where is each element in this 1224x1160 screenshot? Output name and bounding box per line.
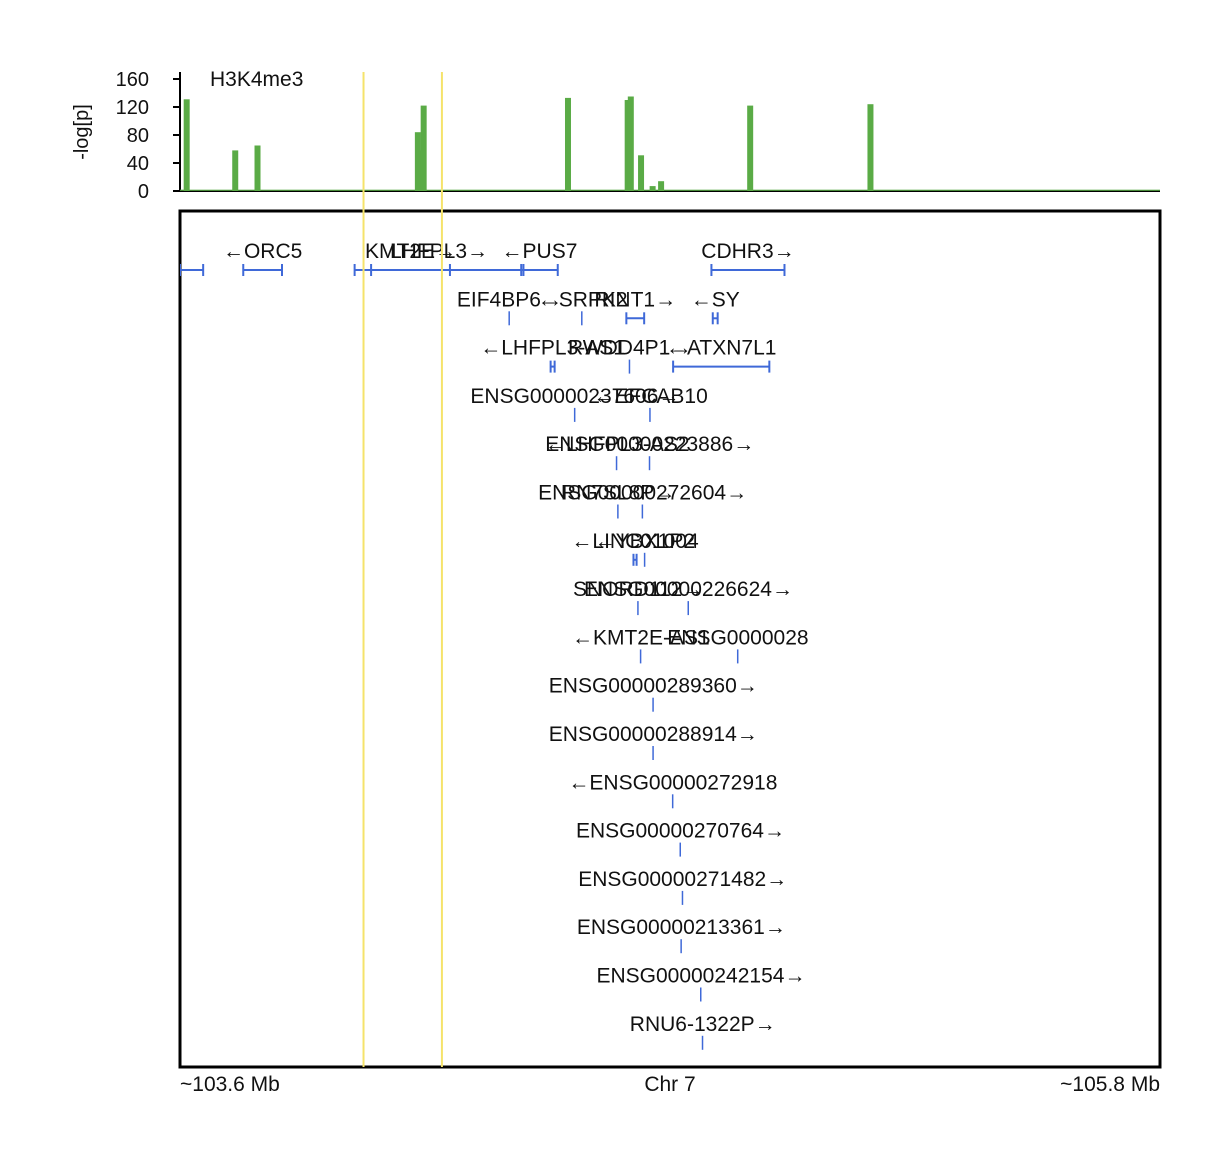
gene: ←LHFPL3-AS1 — [480, 337, 625, 373]
signal-peak — [420, 105, 427, 191]
gene-label: ENSG00000288914→ — [549, 723, 758, 746]
y-tick-label: 80 — [127, 125, 149, 147]
signal-peak — [564, 97, 571, 191]
gene-label: ENSG00000213361→ — [577, 916, 786, 939]
signal-baseline — [180, 189, 1160, 191]
gene: RWDD4P1→ — [568, 337, 691, 374]
gene-label: RWDD4P1→ — [568, 337, 691, 360]
gene-track: ←ORC5 LHFPL3→KMT2E→ ←PUS7 CDHR3→ EIF4BP6→←SR… — [180, 240, 809, 1050]
signal-peak — [232, 150, 239, 191]
highlight-lines — [362, 72, 443, 1067]
gene: ←KMT2E-AS1 — [572, 626, 710, 664]
gene: ENSG00000272604→ — [538, 482, 747, 519]
gene-label: ←PUS7 — [502, 240, 578, 263]
gene: SNORD112→ — [573, 578, 703, 616]
signal-peak — [627, 96, 634, 191]
gene-label: CDHR3→ — [701, 240, 794, 263]
gene: ←ORC5 — [223, 240, 302, 276]
gene: ENSG00000288914→ — [549, 723, 758, 760]
chromosome-label: Chr 7 — [644, 1073, 695, 1096]
gene-label: ENSG00000223886→ — [545, 433, 754, 456]
gene: ←ATXN7L1 — [666, 337, 777, 373]
gene-label: ENSG00000270764→ — [576, 820, 785, 843]
signal-peak — [649, 186, 656, 191]
gene: ←LHFPL3-AS2 — [545, 433, 690, 471]
signal-track: H3K4me3 -log[p] 0 40 80 120 160 — [71, 68, 1160, 203]
y-tick-label: 120 — [116, 97, 149, 119]
y-tick-label: 0 — [138, 181, 149, 203]
signal-peak — [419, 150, 426, 191]
gene-label: ←ORC5 — [223, 240, 302, 263]
gene: ENSG00000237606→ — [470, 385, 679, 422]
gene: ←EFCAB10 — [593, 385, 708, 422]
gene: ENSG00000270764→ — [576, 820, 785, 857]
y-tick-label: 160 — [116, 69, 149, 91]
signal-peak — [867, 104, 874, 191]
gene-label: ←SRPK2 — [538, 288, 628, 311]
gene-label: ENSG00000271482→ — [578, 868, 787, 891]
gene-label: ←LINC01004 — [571, 530, 699, 553]
gene: ←YBX1P2 — [595, 530, 695, 567]
gene-label: ENSG00000237606→ — [470, 385, 679, 408]
gene: ENSG00000213361→ — [577, 916, 786, 954]
gene-label: KMT2E→ — [365, 240, 456, 263]
gene-label: ←ATXN7L1 — [666, 337, 777, 360]
gene: ←LINC01004 — [571, 530, 699, 566]
gene: ←SY — [691, 288, 740, 325]
gene — [180, 264, 205, 276]
gene-label: ←SY — [691, 288, 740, 311]
gene-label: RN7SL8P→ — [561, 482, 675, 505]
gene: ENSG00000271482→ — [578, 868, 787, 905]
gene-label: LHFPL3→ — [390, 240, 488, 263]
signal-bars — [180, 96, 1160, 191]
gene-label: RNU6-1322P→ — [630, 1013, 776, 1036]
gene-label: RINT1→ — [594, 288, 676, 311]
signal-peak — [624, 100, 631, 191]
gene-label: ←LHFPL3-AS2 — [545, 433, 690, 456]
gene-label: ENSG00000226624→ — [584, 578, 793, 601]
gene: ←ENSG00000272918 — [568, 771, 777, 809]
gene: ENSG00000289360→ — [549, 675, 758, 712]
gene: ENSG00000226624→ — [584, 578, 793, 616]
gene: RINT1→ — [594, 288, 676, 325]
gene-panel-frame — [178, 209, 1162, 1069]
signal-peak — [638, 155, 645, 191]
signal-peak — [658, 181, 665, 191]
gene: ENSG00000223886→ — [545, 433, 754, 471]
gene: RNU6-1322P→ — [630, 1013, 776, 1050]
region-end-label: ~105.8 Mb — [1060, 1073, 1160, 1096]
signal-peak — [183, 99, 190, 191]
gene: ENSG0000028 — [667, 626, 809, 664]
signal-peak — [414, 132, 421, 191]
gene-label: ←KMT2E-AS1 — [572, 626, 710, 649]
gene-label: ←LHFPL3-AS1 — [480, 337, 625, 360]
gene: KMT2E→ — [365, 240, 456, 276]
gene: ←PUS7 — [502, 240, 578, 276]
gene-label: SNORD112→ — [573, 578, 703, 601]
gene-label: ←YBX1P2 — [595, 530, 695, 553]
gene-label: ←ENSG00000272918 — [568, 771, 777, 794]
y-axis-ticks: 0 40 80 120 160 — [116, 69, 180, 203]
gene-label: ENSG00000289360→ — [549, 675, 758, 698]
signal-peak — [254, 145, 261, 191]
gene: CDHR3→ — [701, 240, 795, 276]
gene-label: ENSG00000272604→ — [538, 482, 747, 505]
gene: RN7SL8P→ — [561, 482, 675, 519]
region-start-label: ~103.6 Mb — [180, 1073, 280, 1096]
gene-label: ←EFCAB10 — [593, 385, 707, 408]
y-axis-label: -log[p] — [71, 104, 93, 160]
signal-track-title: H3K4me3 — [210, 68, 303, 91]
signal-peak — [747, 105, 754, 191]
y-tick-label: 40 — [127, 153, 149, 175]
gene: ←SRPK2 — [538, 288, 628, 326]
gene-label: ENSG00000242154→ — [596, 965, 805, 988]
gene: EIF4BP6→ — [457, 288, 562, 326]
gene: ENSG00000242154→ — [596, 965, 805, 1002]
gene-label: EIF4BP6→ — [457, 288, 562, 311]
gene-label: ENSG0000028 — [667, 626, 808, 649]
